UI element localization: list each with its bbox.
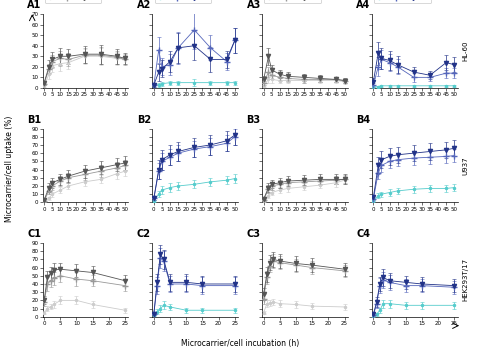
Text: Microcarrier/cell uptake (%): Microcarrier/cell uptake (%) (5, 116, 14, 222)
Text: HEK293T/17: HEK293T/17 (462, 258, 468, 301)
Text: B2: B2 (137, 115, 151, 125)
Legend: 1:1, 5:1, 10:1: 1:1, 5:1, 10:1 (264, 0, 321, 3)
Text: C4: C4 (356, 229, 370, 239)
Text: C2: C2 (137, 229, 151, 239)
Legend: 1:1, 5:1, 10:1: 1:1, 5:1, 10:1 (45, 0, 102, 3)
Text: C1: C1 (27, 229, 41, 239)
Text: B4: B4 (356, 115, 370, 125)
Text: A1: A1 (27, 0, 42, 11)
Text: C3: C3 (246, 229, 260, 239)
Text: B3: B3 (246, 115, 260, 125)
Legend: 1:1, 5:1, 10:1: 1:1, 5:1, 10:1 (374, 0, 430, 3)
Text: B1: B1 (27, 115, 41, 125)
Text: A3: A3 (246, 0, 261, 11)
Text: Microcarrier/cell incubation (h): Microcarrier/cell incubation (h) (181, 339, 299, 348)
Text: A2: A2 (137, 0, 151, 11)
Text: HL-60: HL-60 (462, 41, 468, 61)
Text: A4: A4 (356, 0, 370, 11)
Legend: 1:1, 5:1, 10:1: 1:1, 5:1, 10:1 (154, 0, 211, 3)
Text: U937: U937 (462, 156, 468, 175)
